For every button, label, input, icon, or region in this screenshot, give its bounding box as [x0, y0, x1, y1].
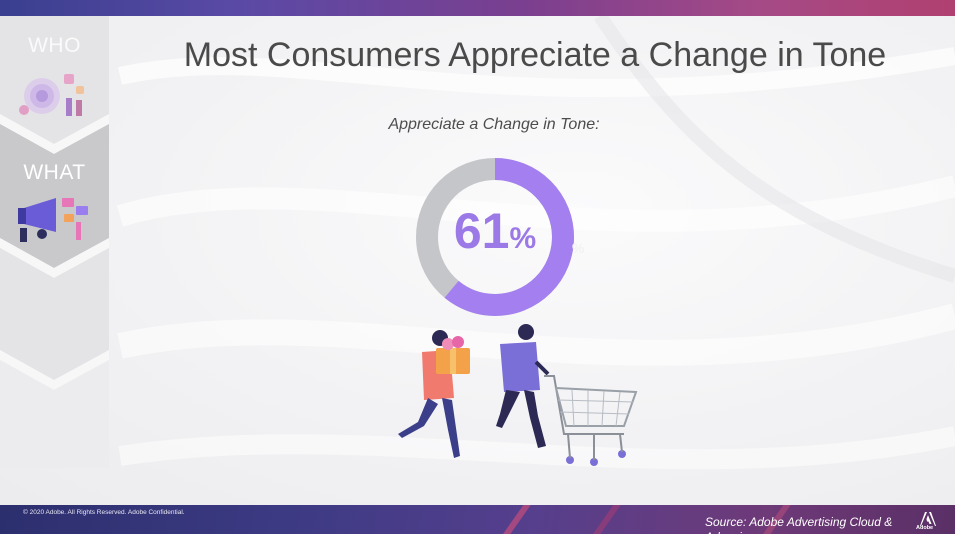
slide-title: Most Consumers Appreciate a Change in To… — [183, 36, 887, 74]
nav-item-what[interactable]: WHAT — [23, 161, 86, 184]
chart-subtitle: Appreciate a Change in Tone: — [388, 116, 600, 133]
donut-percentage-number: 61 — [453, 203, 510, 259]
slide-background — [0, 16, 955, 505]
faint-percent-sign: % — [572, 240, 585, 256]
donut-percentage-unit: % — [509, 222, 537, 255]
top-gradient-band — [0, 0, 955, 16]
wave-pattern — [116, 16, 955, 470]
copyright-notice: © 2020 Adobe. All Rights Reserved. Adobe… — [23, 509, 185, 516]
footer-band — [0, 505, 955, 534]
adobe-logo-text: Adobe — [916, 525, 934, 531]
donut-center-value: 61% — [410, 202, 580, 260]
donut-value-arc — [416, 158, 574, 316]
nav-chevrons — [0, 16, 109, 468]
shoppers-illustration — [398, 324, 638, 466]
who-illustration — [19, 74, 84, 116]
nav-item-who[interactable]: WHO — [28, 34, 81, 57]
adobe-logo-icon — [920, 512, 936, 526]
donut-chart — [416, 158, 574, 316]
section-nav-panel: WHO WHAT — [0, 16, 109, 468]
what-illustration — [18, 198, 88, 242]
source-note: Source: Adobe Advertising Cloud & Advani… — [705, 515, 893, 544]
